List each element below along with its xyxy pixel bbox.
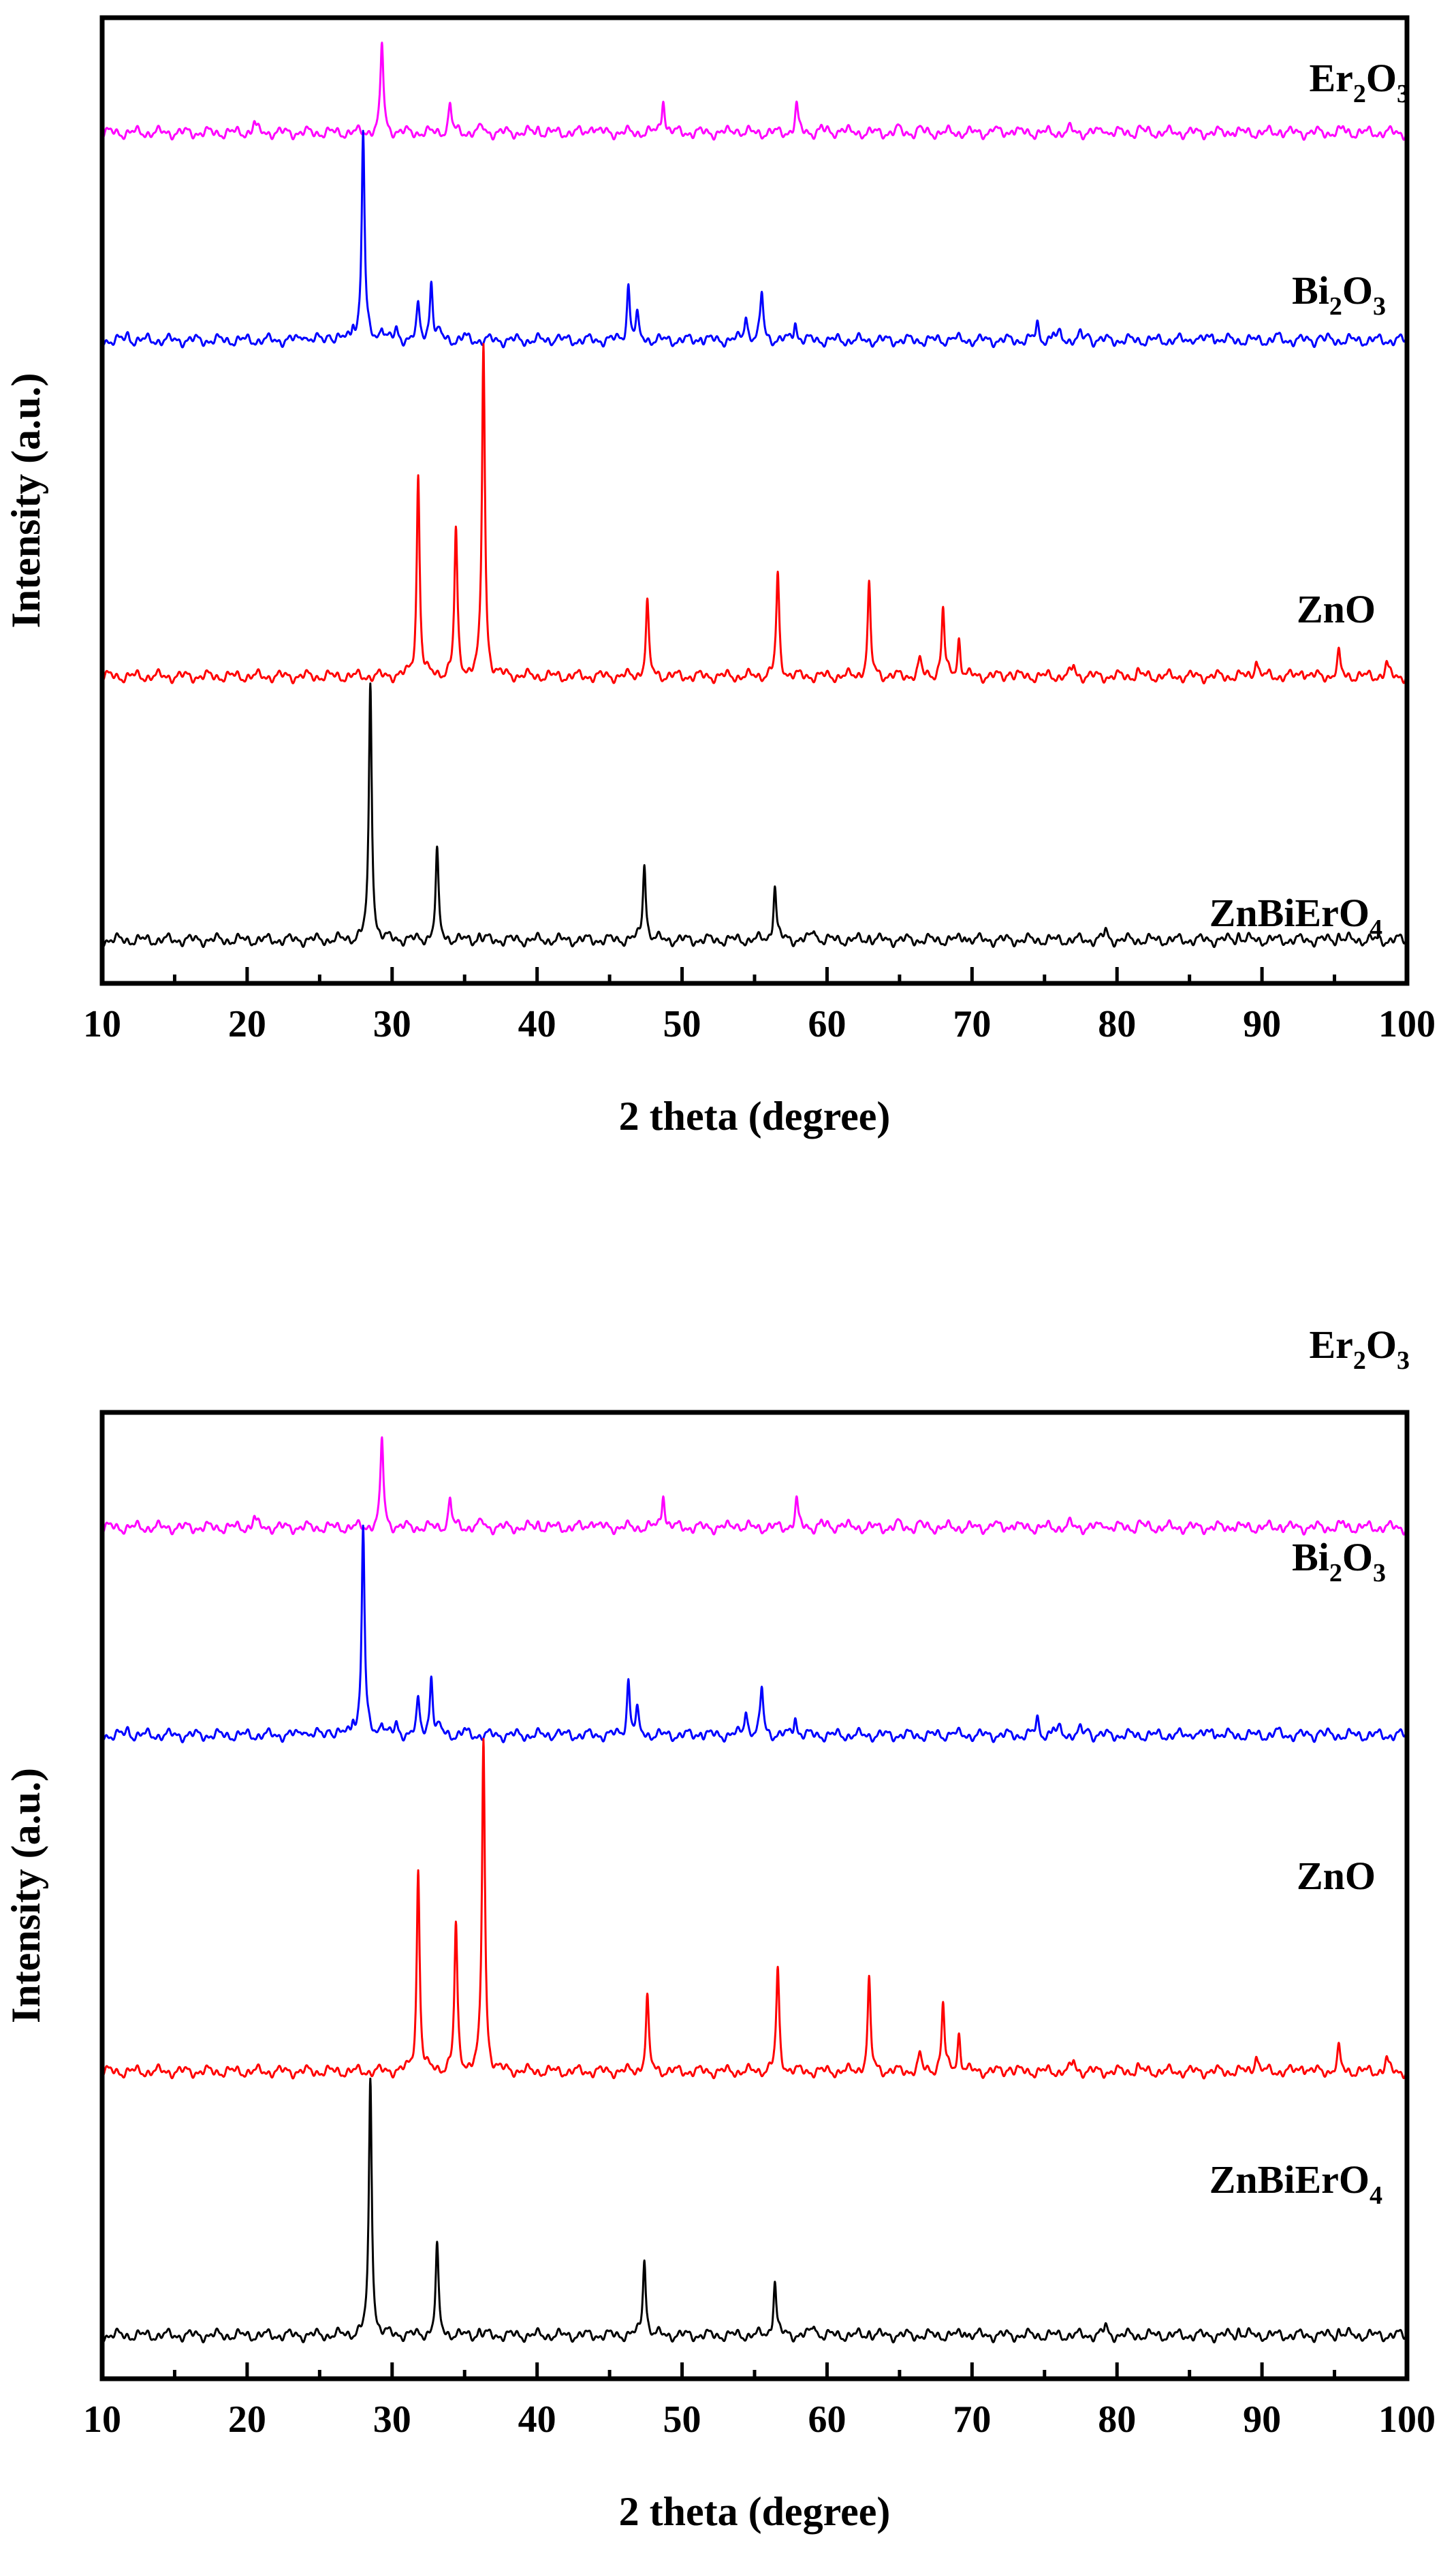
- series-label-bi2o3: Bi2O3: [1292, 268, 1386, 321]
- x-tick-label: 60: [808, 2398, 846, 2441]
- series-label-bi2o3: Bi2O3: [1292, 1535, 1386, 1587]
- x-tick-label: 50: [663, 2398, 701, 2441]
- series-line-znbiero4: [101, 682, 1408, 949]
- x-tick-label: 30: [373, 2398, 411, 2441]
- plot-frame: [99, 1410, 1410, 2381]
- plot-frame: [99, 15, 1410, 986]
- x-tick-label: 90: [1243, 2398, 1281, 2441]
- x-axis-label: 2 theta (degree): [619, 2489, 891, 2534]
- series-label-er2o3: Er2O3: [1309, 56, 1410, 108]
- series-line-bi2o3: [101, 129, 1408, 349]
- x-tick-label: 60: [808, 1003, 846, 1045]
- series-label-er2o3: Er2O3: [1309, 1323, 1410, 1375]
- x-tick-label: 70: [953, 2398, 991, 2441]
- x-tick-label: 40: [518, 2398, 556, 2441]
- x-tick-label: 90: [1243, 1003, 1281, 1045]
- series-line-bi2o3: [101, 1524, 1408, 1743]
- series-line-er2o3: [101, 42, 1408, 141]
- x-tick-label: 80: [1098, 1003, 1136, 1045]
- series-line-znbiero4: [101, 2077, 1408, 2344]
- xrd-chart-1: Er2O3 Bi2O3 ZnO ZnBiErO4 10 20 30 40 50 60 70 80 90 1…: [3, 15, 1436, 1139]
- series-line-er2o3: [101, 1436, 1408, 1536]
- y-axis-label: Intensity (a.u.): [3, 373, 48, 628]
- x-axis-label: 2 theta (degree): [619, 1094, 891, 1139]
- y-axis-label: Intensity (a.u.): [3, 1768, 48, 2023]
- series-label-zno: ZnO: [1297, 587, 1376, 631]
- series-line-zno: [101, 1737, 1408, 2080]
- x-tick-label: 50: [663, 1003, 701, 1045]
- series-label-znbiero4: ZnBiErO4: [1209, 2157, 1382, 2210]
- series-label-znbiero4: ZnBiErO4: [1209, 891, 1382, 943]
- x-tick-label: 10: [83, 2398, 121, 2441]
- x-tick-label: 100: [1378, 1003, 1436, 1045]
- x-tick-label: 20: [228, 1003, 266, 1045]
- xrd-chart-2: Er2O3 Bi2O3 ZnO ZnBiErO4 10 20 30 40 50 60 70 80 90 1…: [3, 1323, 1436, 2534]
- x-tick-label: 40: [518, 1003, 556, 1045]
- x-tick-label: 30: [373, 1003, 411, 1045]
- x-tick-label: 100: [1378, 2398, 1436, 2441]
- x-tick-label: 20: [228, 2398, 266, 2441]
- x-tick-label: 80: [1098, 2398, 1136, 2441]
- x-tick-label: 10: [83, 1003, 121, 1045]
- series-label-zno: ZnO: [1297, 1854, 1376, 1898]
- series-line-zno: [101, 343, 1408, 684]
- x-tick-label: 70: [953, 1003, 991, 1045]
